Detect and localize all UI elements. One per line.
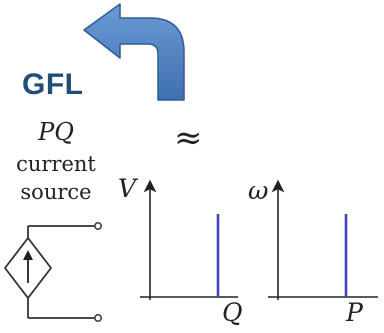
source-text-line2: source [20,180,92,204]
vq-plot [140,179,238,300]
wp-y-label: ω [248,176,269,205]
gfl-label: GFL [22,68,84,101]
curved-arrow-icon [83,3,185,101]
current-source-symbol [3,222,102,322]
approx-symbol: ≈ [174,118,203,158]
wp-plot [268,179,378,300]
vq-x-label: Q [222,298,243,327]
source-text-line1: current [16,152,96,176]
vq-y-label: V [118,174,137,203]
pq-label: PQ [38,118,74,146]
wp-x-label: P [346,298,363,327]
